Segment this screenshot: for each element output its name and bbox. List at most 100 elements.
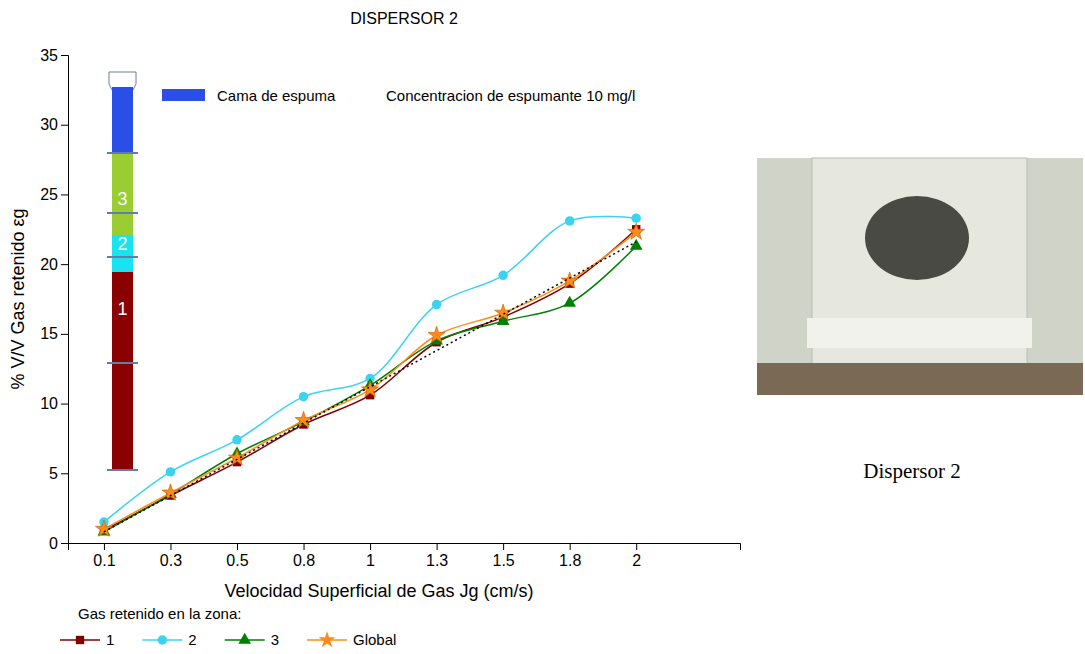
y-tick-mark	[61, 194, 68, 195]
zone-diagram: 123	[107, 72, 138, 470]
y-tick-mark	[61, 334, 68, 335]
series-line	[104, 216, 636, 522]
series-marker	[162, 484, 179, 500]
y-axis: 0 5 10 15 20 25 30 35	[40, 47, 68, 552]
x-tick: 1	[366, 543, 375, 569]
legend-entry: 3	[225, 631, 279, 648]
x-tick: 0.1	[93, 543, 115, 569]
x-tick: 1.5	[493, 543, 515, 569]
y-tick: 10	[40, 395, 68, 412]
x-tick-mark	[437, 543, 438, 550]
y-axis-title: % V/V Gas retenido εg	[8, 208, 28, 389]
x-tick-label: 1	[366, 552, 375, 569]
x-tick-label: 1.8	[559, 552, 581, 569]
y-tick-label: 30	[40, 116, 58, 133]
x-tick-label: 0.3	[160, 552, 182, 569]
chart: DISPERSOR 2 0 5 10 15 20 25 30 35 0.1 0.3 0.5 0.8 1 1.…	[0, 0, 1085, 654]
column-zone	[112, 153, 133, 235]
column-zone	[112, 87, 133, 153]
series-marker	[628, 223, 645, 239]
column-flange	[107, 152, 138, 154]
chart-title: DISPERSOR 2	[350, 10, 458, 27]
x-tick-mark	[370, 543, 371, 550]
x-tick-mark	[636, 543, 637, 550]
y-tick-mark	[61, 125, 68, 126]
x-tick-label: 1.3	[426, 552, 448, 569]
x-tick: 0.5	[226, 543, 248, 569]
x-tick-label: 0.8	[293, 552, 315, 569]
series-marker	[295, 411, 312, 427]
x-tick: 0.8	[293, 543, 315, 569]
legend-entry: Global	[307, 631, 396, 648]
y-axis-line	[61, 56, 69, 544]
column-flange	[107, 362, 138, 364]
y-tick-label: 10	[40, 395, 58, 412]
legend-marker	[158, 635, 167, 644]
photo-caption: Dispersor 2	[863, 459, 960, 483]
series-marker	[498, 271, 507, 280]
photo-background	[757, 158, 1083, 395]
y-tick: 5	[49, 465, 68, 482]
column-zone	[112, 272, 133, 470]
x-axis-line	[69, 544, 741, 551]
column-flange	[107, 212, 138, 214]
photo	[757, 158, 1083, 395]
legend-label: 1	[106, 631, 114, 648]
series-marker	[563, 296, 576, 307]
y-tick: 0	[49, 535, 68, 552]
x-tick-label: 1.5	[493, 552, 515, 569]
legend-marker	[319, 631, 336, 647]
series-marker	[299, 392, 308, 401]
series-marker	[232, 435, 241, 444]
legend-label: 3	[271, 631, 279, 648]
y-tick: 35	[40, 47, 68, 64]
x-axis-title: Velocidad Superficial de Gas Jg (cm/s)	[224, 581, 533, 601]
y-tick-label: 0	[49, 535, 58, 552]
x-tick-mark	[570, 543, 571, 550]
y-tick: 30	[40, 116, 68, 133]
y-tick: 25	[40, 186, 68, 203]
legend-label: Global	[353, 631, 396, 648]
series-marker	[432, 300, 441, 309]
x-tick: 1.3	[426, 543, 448, 569]
column-flange	[107, 469, 138, 471]
y-tick: 15	[40, 325, 68, 342]
zone-label: 1	[117, 299, 127, 319]
y-tick-label: 20	[40, 256, 58, 273]
y-tick-label: 35	[40, 47, 58, 64]
legend-marker	[76, 636, 84, 644]
x-tick-label: 0.5	[226, 552, 248, 569]
foam-label: Cama de espuma	[217, 87, 336, 104]
series-marker	[565, 216, 574, 225]
photo-flange	[757, 363, 1083, 395]
y-tick-label: 25	[40, 186, 58, 203]
column-flange	[107, 256, 138, 258]
y-tick-label: 5	[49, 465, 58, 482]
x-tick-mark	[104, 543, 105, 550]
concentration-note: Concentracion de espumante 10 mg/l	[386, 87, 635, 104]
column-zone	[112, 235, 133, 272]
y-tick-mark	[61, 55, 68, 56]
series-marker	[495, 304, 512, 320]
x-tick: 1.8	[559, 543, 581, 569]
series-marker	[631, 213, 640, 222]
zone-label: 3	[117, 189, 127, 209]
series-marker	[228, 449, 245, 465]
x-tick-mark	[503, 543, 504, 550]
x-tick-mark	[170, 543, 171, 550]
series-line	[104, 229, 636, 530]
series-marker	[166, 467, 175, 476]
legend-entry: 2	[142, 631, 196, 648]
x-axis: 0.1 0.3 0.5 0.8 1 1.3 1.5 1.8 2	[69, 543, 741, 569]
x-tick-mark	[304, 543, 305, 550]
x-tick-mark	[237, 543, 238, 550]
y-tick-mark	[61, 543, 68, 544]
series-marker	[561, 272, 578, 288]
legend-title: Gas retenido en la zona:	[78, 605, 241, 622]
legend-entry: 1	[60, 631, 114, 648]
series-line	[104, 232, 636, 529]
x-tick: 0.3	[160, 543, 182, 569]
y-tick-mark	[61, 404, 68, 405]
x-tick: 2	[632, 543, 641, 569]
series-line	[104, 242, 636, 532]
